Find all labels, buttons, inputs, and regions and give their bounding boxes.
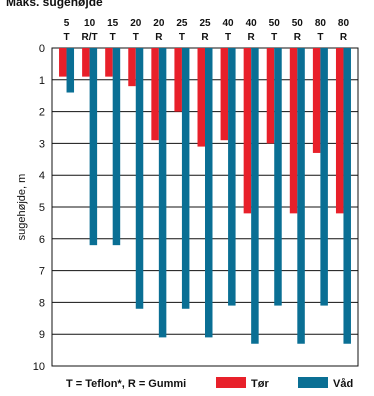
bar-wet: [343, 48, 351, 344]
category-size-label: 50: [292, 18, 304, 29]
y-tick-label: 4: [39, 170, 45, 182]
category-material-label: R: [201, 32, 209, 43]
category-size-label: 5: [64, 18, 70, 29]
bar-wet: [66, 48, 75, 93]
bars: [59, 48, 351, 344]
category-material-label: R/T: [82, 32, 98, 43]
category-material-label: T: [225, 32, 231, 43]
bar-wet: [205, 48, 213, 338]
category-size-label: 20: [130, 18, 142, 29]
category-size-label: 80: [338, 18, 350, 29]
bar-dry: [266, 48, 275, 144]
bar-dry: [151, 48, 159, 141]
legend-swatch-dry: [216, 377, 246, 388]
bar-dry: [312, 48, 321, 153]
y-tick-label: 7: [39, 266, 45, 278]
category-material-label: R: [340, 32, 348, 43]
bar-wet: [135, 48, 144, 309]
legend-label-wet: Våd: [333, 378, 353, 390]
bar-dry: [197, 48, 205, 147]
category-material-label: R: [248, 32, 256, 43]
category-material-label: T: [133, 32, 139, 43]
category-material-label: T: [317, 32, 323, 43]
bar-wet: [158, 48, 167, 338]
category-size-label: 10: [84, 18, 96, 29]
category-size-label: 40: [223, 18, 235, 29]
legend-swatch-wet: [298, 377, 328, 388]
y-tick-label: 1: [39, 75, 45, 87]
bar-dry: [243, 48, 252, 214]
category-size-label: 25: [176, 18, 188, 29]
category-material-label: T: [110, 32, 116, 43]
y-tick-label: 8: [39, 297, 45, 309]
page-title: Maks. sugehøjde: [6, 0, 103, 9]
category-material-label: T: [63, 32, 69, 43]
bar-wet: [181, 48, 190, 309]
y-tick-label: 3: [39, 138, 45, 150]
y-tick-label: 2: [39, 107, 45, 119]
y-tick-label: 10: [33, 361, 45, 373]
category-size-label: 20: [153, 18, 165, 29]
category-size-label: 15: [107, 18, 119, 29]
category-labels: 5 T 10 R/T 15 T 20 T 20 R 25 T 25 R 40 T 40 R 50 T 50 R 80 T 80 R: [63, 18, 349, 43]
bar-dry: [105, 48, 113, 77]
bar-wet: [112, 48, 121, 246]
category-material-label: R: [294, 32, 302, 43]
category-size-label: 80: [315, 18, 327, 29]
legend: T = Teflon*, R = Gummi Tør Våd: [66, 377, 353, 390]
y-tick-labels: 0 1 2 3 4 5 6 7 8 9 10: [33, 43, 45, 373]
bar-dry: [174, 48, 182, 112]
y-axis-label: sugehøjde, m: [16, 174, 28, 241]
bar-dry: [128, 48, 136, 87]
y-tick-label: 6: [39, 234, 45, 246]
bar-dry: [220, 48, 229, 141]
category-size-label: 50: [269, 18, 281, 29]
category-size-label: 40: [246, 18, 258, 29]
bar-dry: [59, 48, 67, 77]
bar-wet: [297, 48, 305, 344]
y-tick-label: 0: [39, 43, 45, 55]
bar-wet: [320, 48, 328, 306]
legend-label-dry: Tør: [251, 378, 269, 390]
bar-wet: [89, 48, 98, 246]
category-material-label: T: [179, 32, 185, 43]
bar-wet: [251, 48, 259, 344]
category-material-label: T: [271, 32, 277, 43]
category-size-label: 25: [199, 18, 211, 29]
bar-dry: [289, 48, 298, 214]
category-material-label: R: [155, 32, 163, 43]
legend-note: T = Teflon*, R = Gummi: [66, 378, 186, 390]
bar-wet: [228, 48, 236, 306]
y-tick-label: 5: [39, 202, 45, 214]
bar-dry: [335, 48, 344, 214]
bar-dry: [82, 48, 90, 77]
bar-wet: [274, 48, 282, 306]
y-tick-label: 9: [39, 329, 45, 341]
